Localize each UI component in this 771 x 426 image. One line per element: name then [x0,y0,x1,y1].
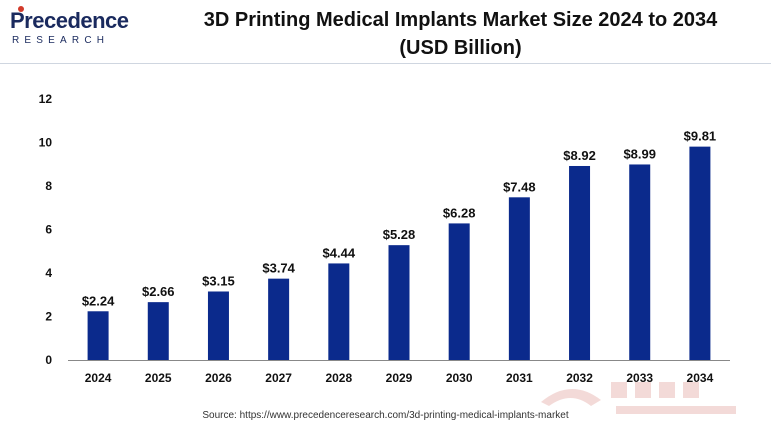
data-label-2024: $2.24 [82,293,115,308]
x-tick-label-2031: 2031 [506,371,533,385]
bar-2026 [207,291,229,360]
bar-2025 [147,302,169,360]
x-tick-label-2034: 2034 [687,371,714,385]
x-tick-label-2028: 2028 [325,371,352,385]
y-tick-label: 2 [45,310,52,324]
x-tick-label-2027: 2027 [265,371,292,385]
data-label-2025: $2.66 [142,284,175,299]
chart-title-line2: (USD Billion) [399,37,522,59]
y-tick-label: 8 [45,179,52,193]
bar-2033 [629,164,651,360]
y-axis: 0 2 4 6 8 10 12 [39,92,53,367]
data-label-2032: $8.92 [563,148,596,163]
brand-logo-sub: RESEARCH [12,35,110,46]
x-axis: 2024 2025 2026 2027 2028 2029 2030 2031 2032 2033… [68,360,730,385]
data-label-2027: $3.74 [262,261,295,276]
source-note: Source: https://www.precedenceresearch.c… [202,410,569,421]
x-tick-label-2033: 2033 [626,371,653,385]
data-label-2034: $9.81 [684,129,717,144]
bar-2028 [328,263,350,360]
chart-title: 3D Printing Medical Implants Market Size… [150,6,771,62]
x-tick-label-2030: 2030 [446,371,473,385]
watermark-icon [541,382,736,414]
brand-logo-name: Precedence [10,8,129,33]
x-tick-label-2026: 2026 [205,371,232,385]
brand-logo-dot-icon [18,6,24,12]
data-label-2031: $7.48 [503,179,536,194]
data-label-2026: $3.15 [202,273,235,288]
bars-group [87,146,711,360]
chart-title-line1: 3D Printing Medical Implants Market Size… [203,9,718,31]
y-tick-label: 0 [45,353,52,367]
y-tick-label: 6 [45,223,52,237]
data-label-2030: $6.28 [443,205,476,220]
bar-2024 [87,311,109,360]
bar-2032 [569,165,591,360]
x-tick-label-2029: 2029 [386,371,413,385]
brand-logo: Precedence RESEARCH [10,6,135,48]
y-tick-label: 12 [39,92,53,106]
bar-2027 [268,278,290,360]
data-labels-group: $2.24 $2.66 $3.15 $3.74 $4.44 $5.28 $6.28 $7.48… [82,129,716,309]
y-tick-label: 4 [45,266,52,280]
bar-2030 [448,223,470,360]
x-tick-label-2025: 2025 [145,371,172,385]
data-label-2029: $5.28 [383,227,416,242]
data-label-2028: $4.44 [323,245,356,260]
bar-2029 [388,245,410,360]
x-tick-label-2024: 2024 [85,371,112,385]
header-divider [0,63,771,64]
bar-2034 [689,146,711,360]
bar-2031 [508,197,530,360]
x-tick-label-2032: 2032 [566,371,593,385]
data-label-2033: $8.99 [623,146,656,161]
y-tick-label: 10 [39,136,53,150]
